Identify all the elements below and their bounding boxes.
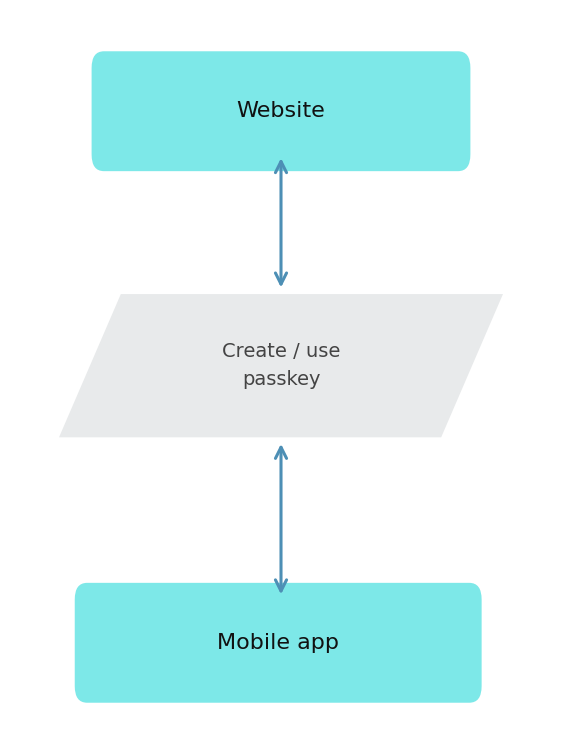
FancyBboxPatch shape (75, 583, 482, 703)
Polygon shape (59, 294, 503, 437)
FancyBboxPatch shape (92, 51, 470, 171)
Text: Create / use
passkey: Create / use passkey (222, 342, 340, 389)
Text: Website: Website (237, 101, 325, 121)
Text: Mobile app: Mobile app (217, 633, 339, 653)
